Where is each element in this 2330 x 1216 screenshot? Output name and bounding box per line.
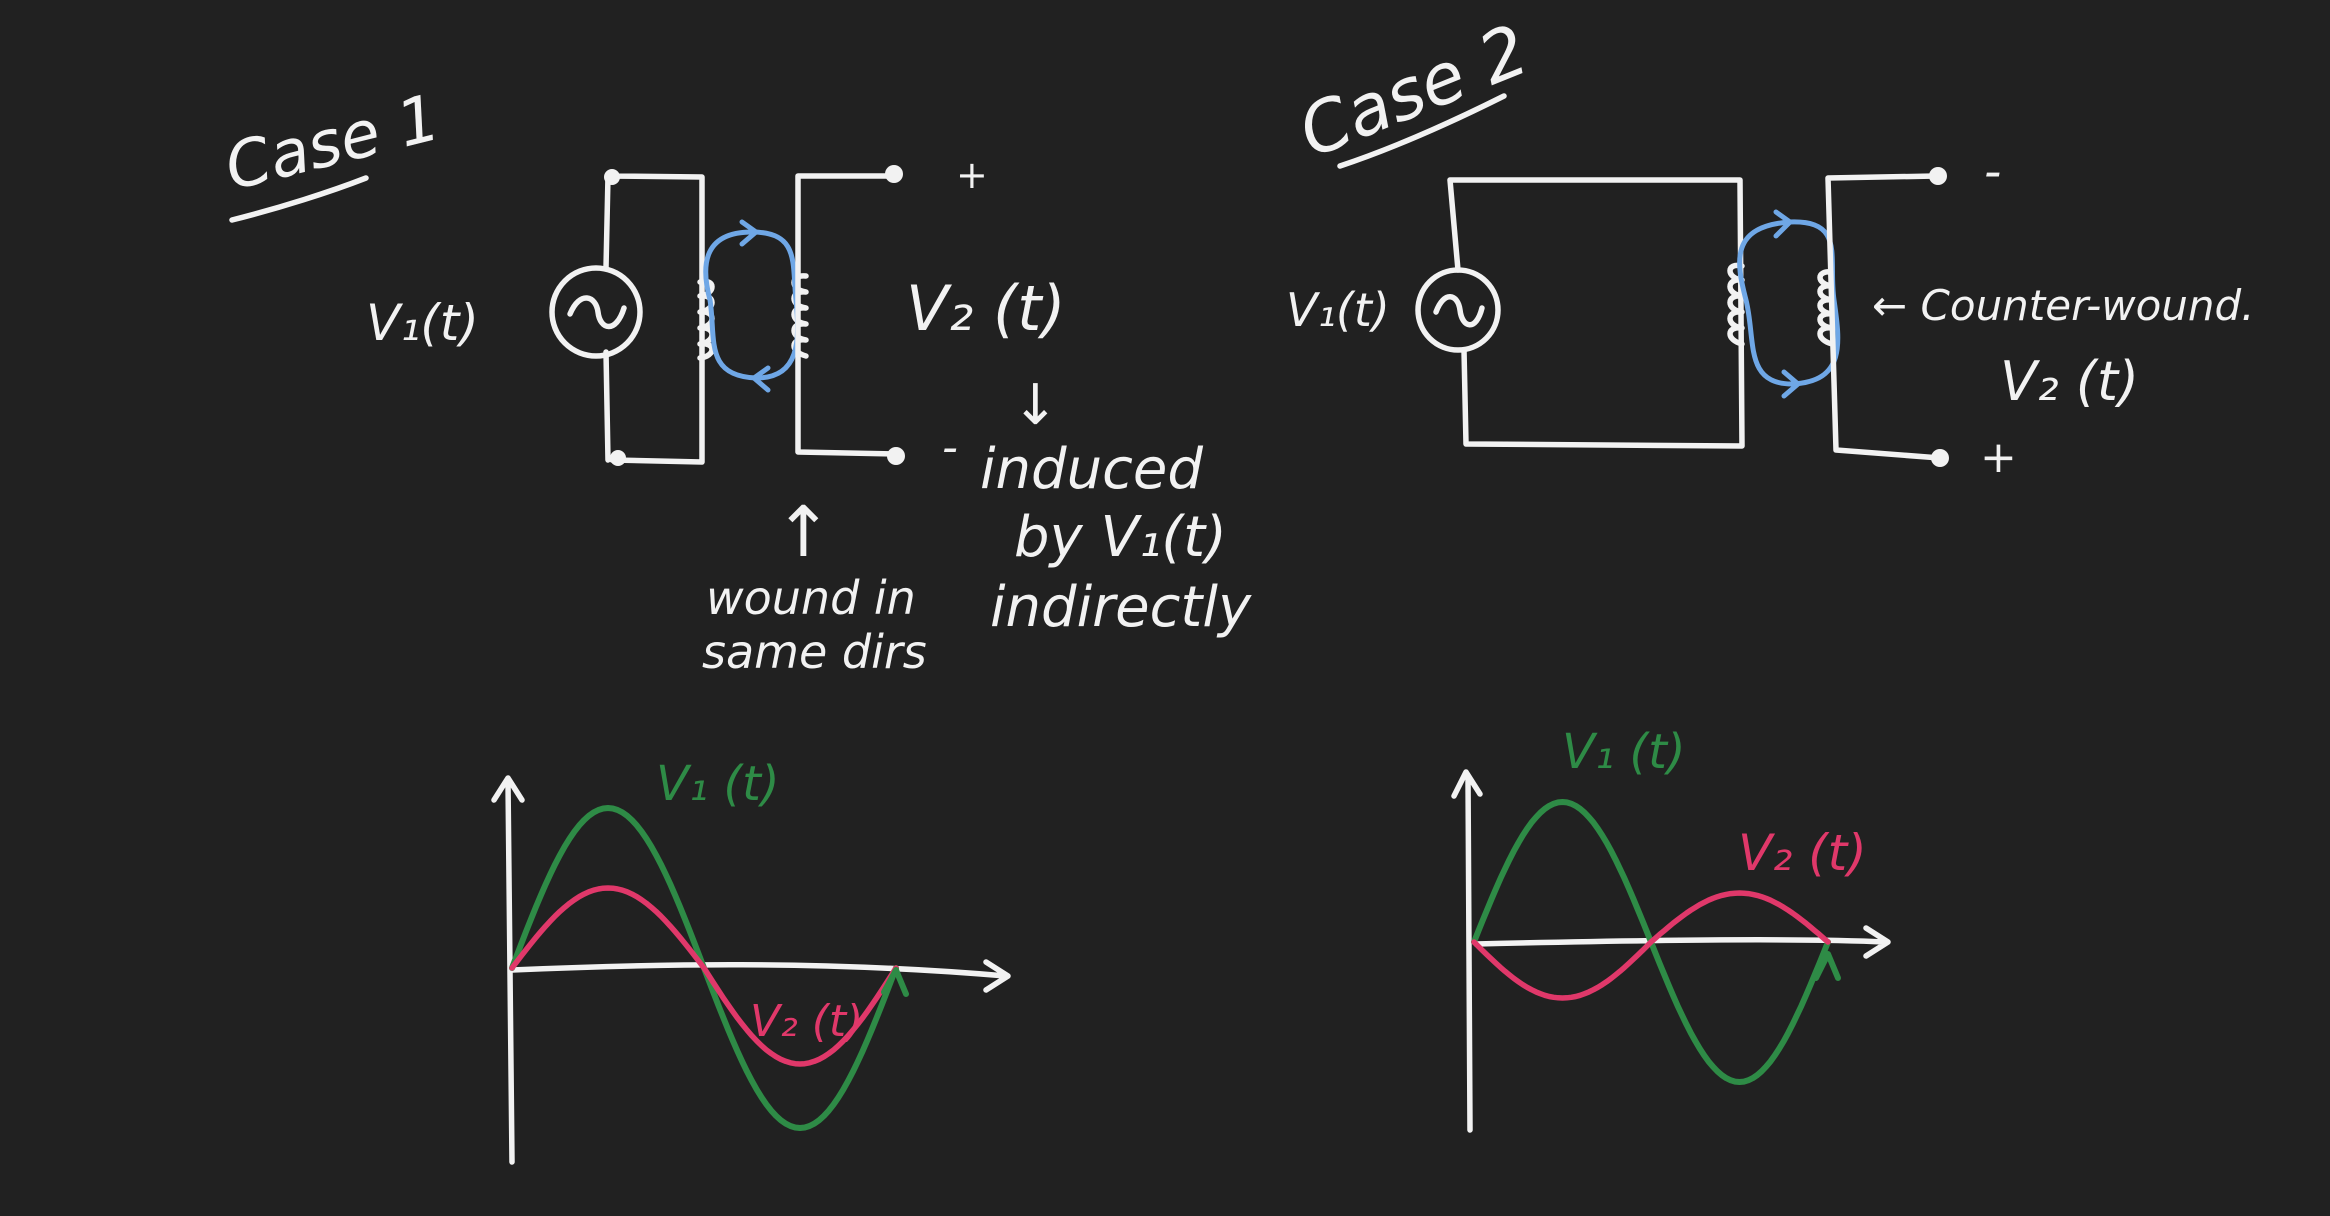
case1-title: Case 1 bbox=[218, 81, 447, 205]
case1-y-axis bbox=[491, 775, 525, 1165]
case2-flux-arrowhead bbox=[1773, 209, 1793, 239]
case1-output-terminal-bottom bbox=[887, 447, 905, 465]
case1-note-line3: indirectly bbox=[990, 575, 1252, 640]
case1-note-line2: by V₁(t) bbox=[1014, 505, 1227, 570]
case1-v1-arrowhead bbox=[881, 967, 909, 997]
case2-primary-wire bbox=[1447, 177, 1745, 449]
case1-note-line1: induced bbox=[980, 437, 1203, 502]
case2-source-circle bbox=[1415, 267, 1501, 353]
case2-minus-sign: - bbox=[1984, 144, 2001, 200]
case2-output-terminal-top bbox=[1929, 167, 1947, 185]
case2-output-label: V₂ (t) bbox=[2000, 350, 2139, 413]
case1-graph: V₁ (t) V₂ (t) bbox=[491, 756, 1011, 1165]
case2-primary-coil bbox=[1727, 262, 1745, 347]
case1-source-circle bbox=[549, 265, 643, 359]
case1-output-terminal-top bbox=[885, 165, 903, 183]
case1-circuit: Case 1 V₁(t) + - V₂ (t) ↓ induced by V₁(… bbox=[218, 81, 1252, 679]
case2-x-axis bbox=[1473, 925, 1891, 959]
case2-plus-sign: + bbox=[1980, 432, 2017, 483]
case1-sine-symbol bbox=[567, 295, 627, 330]
case1-flux-loop bbox=[703, 229, 801, 381]
case1-terminal-dot bbox=[610, 450, 626, 466]
case2-winding-note: ← Counter-wound. bbox=[1872, 281, 2255, 330]
case2-title-underline bbox=[1337, 93, 1507, 169]
case2-v1-label: V₁ (t) bbox=[1562, 724, 1686, 780]
case1-x-axis bbox=[509, 959, 1011, 993]
case1-v1-label: V₁ (t) bbox=[656, 756, 780, 812]
case2-v2-label: V₂ (t) bbox=[1738, 824, 1867, 882]
case1-output-label: V₂ (t) bbox=[906, 272, 1066, 345]
case2-v2-series bbox=[1471, 890, 1831, 1001]
case1-minus-sign: - bbox=[942, 422, 958, 473]
case1-primary-wire bbox=[603, 173, 705, 465]
case2-y-axis bbox=[1451, 769, 1483, 1133]
case1-up-arrow: ↑ bbox=[774, 491, 833, 573]
case2-source-label: V₁(t) bbox=[1286, 283, 1390, 337]
case1-source-label: V₁(t) bbox=[366, 294, 479, 352]
case1-winding-line2: same dirs bbox=[702, 625, 927, 679]
case1-v2-series bbox=[509, 885, 899, 1067]
case1-title-underline bbox=[229, 175, 369, 223]
case2-title: Case 2 bbox=[1288, 9, 1539, 174]
case2-graph: V₁ (t) V₂ (t) bbox=[1451, 724, 1891, 1133]
case1-secondary-coil bbox=[791, 273, 809, 359]
case1-v2-label: V₂ (t) bbox=[750, 996, 863, 1047]
case1-winding-line1: wound in bbox=[706, 571, 916, 625]
case2-output-terminal-bottom bbox=[1931, 449, 1949, 467]
case2-v1-arrowhead bbox=[1813, 951, 1841, 981]
case2-circuit: Case 2 V₁(t) - ← Counter-wound. V₂ (t) + bbox=[1286, 9, 2255, 483]
case2-sine-symbol bbox=[1433, 294, 1485, 328]
case1-down-arrow: ↓ bbox=[1012, 373, 1059, 438]
case1-flux-arrowhead bbox=[751, 365, 771, 393]
case2-secondary-wire bbox=[1825, 173, 1943, 461]
case1-secondary-wire bbox=[795, 173, 897, 457]
case1-flux-arrowhead bbox=[739, 219, 759, 247]
case1-plus-sign: + bbox=[956, 153, 988, 197]
case1-terminal-dot bbox=[604, 169, 620, 185]
case2-flux-arrowhead bbox=[1781, 369, 1801, 399]
